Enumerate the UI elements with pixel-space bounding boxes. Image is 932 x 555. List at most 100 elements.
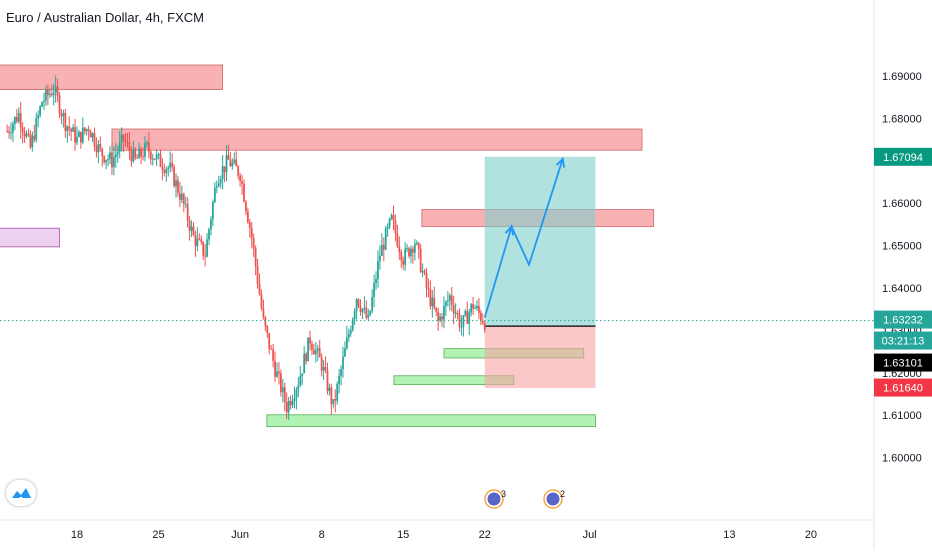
candle-body	[74, 127, 76, 143]
candle-body	[130, 151, 133, 162]
candle-body	[138, 148, 141, 159]
candle-body	[188, 220, 191, 231]
x-tick-label: 18	[71, 529, 83, 541]
candle-body	[107, 158, 109, 160]
candle-body	[202, 241, 205, 256]
y-tick-label: 1.69000	[882, 71, 922, 83]
candle-body	[262, 307, 265, 318]
candle-body	[64, 112, 67, 132]
candle-body	[340, 368, 342, 376]
candle-body	[305, 353, 308, 362]
candle-body	[483, 323, 486, 330]
candle-body	[400, 251, 403, 261]
economic-event-marker-count: 3	[501, 489, 506, 499]
candle-body	[402, 260, 405, 265]
candle-body	[186, 203, 189, 221]
candle-body	[316, 348, 319, 351]
candle-body	[182, 194, 185, 204]
candle-body	[252, 237, 255, 249]
candle-body	[235, 159, 238, 167]
candle-body	[241, 181, 243, 184]
candle-body	[72, 127, 75, 132]
candle-body	[312, 349, 315, 355]
supply-zone	[0, 64, 224, 90]
candle-body	[324, 367, 327, 371]
candle-body	[101, 148, 104, 157]
candle-body	[237, 166, 240, 176]
candle-body	[245, 201, 247, 212]
candle-body	[270, 348, 273, 350]
candle-body	[443, 305, 445, 320]
candle-body	[330, 387, 333, 404]
candle-body	[347, 333, 350, 338]
target-price-label-background	[874, 147, 932, 166]
candle-body	[311, 343, 313, 350]
stop-price-label: 1.61640	[883, 383, 923, 395]
candle-body	[254, 248, 257, 266]
y-tick-label: 1.66000	[882, 198, 922, 210]
candle-body	[231, 162, 234, 167]
candle-body	[435, 307, 438, 312]
entry-price-label-background	[874, 353, 932, 372]
candle-body	[338, 375, 341, 384]
tradingview-logo-icon[interactable]	[6, 480, 36, 506]
economic-event-marker: 3	[484, 489, 506, 509]
x-tick-label: 13	[723, 529, 735, 541]
candle-body	[200, 239, 203, 242]
candle-body	[452, 304, 455, 314]
candle-body	[460, 326, 463, 328]
candle-body	[147, 142, 150, 152]
candle-body	[278, 371, 280, 374]
candle-body	[6, 131, 8, 133]
candle-body	[274, 360, 276, 377]
candle-body	[478, 306, 480, 313]
candle-body	[198, 238, 201, 240]
candle-body	[19, 113, 22, 128]
candle-body	[179, 192, 181, 200]
candle-body	[281, 387, 284, 393]
candle-body	[345, 337, 348, 349]
projection-arrowhead	[555, 156, 565, 168]
candle-body	[116, 151, 119, 155]
candle-body	[412, 248, 414, 253]
candle-body	[289, 400, 292, 406]
candle-body	[10, 132, 12, 134]
candle-body	[406, 248, 408, 250]
candles-group	[6, 75, 486, 420]
candle-body	[217, 183, 220, 187]
candle-body	[215, 186, 218, 188]
candle-body	[421, 271, 424, 273]
candle-body	[328, 387, 331, 392]
candle-body	[91, 133, 94, 138]
candle-body	[369, 310, 372, 315]
candle-body	[105, 159, 108, 163]
candle-body	[361, 309, 364, 312]
candle-body	[190, 226, 193, 231]
candle-body	[177, 180, 179, 193]
candle-body	[353, 311, 356, 320]
candle-body	[417, 242, 420, 249]
candle-body	[309, 337, 311, 344]
candle-body	[394, 220, 397, 234]
x-tick-label: 8	[319, 529, 325, 541]
candle-body	[155, 154, 158, 160]
candle-body	[293, 398, 296, 401]
candle-body	[243, 183, 245, 202]
candle-body	[468, 312, 471, 324]
candle-body	[109, 152, 111, 159]
y-tick-label: 1.65000	[882, 241, 922, 253]
projection-path	[483, 158, 564, 318]
candle-body	[112, 157, 115, 168]
candle-body	[221, 166, 224, 180]
candle-body	[334, 399, 337, 401]
candle-body	[344, 348, 346, 357]
candle-body	[425, 273, 428, 288]
candle-body	[363, 307, 366, 310]
candle-body	[264, 317, 267, 326]
candle-body	[446, 300, 449, 302]
candle-body	[291, 400, 294, 406]
candle-body	[161, 166, 164, 170]
candle-body	[233, 159, 236, 163]
